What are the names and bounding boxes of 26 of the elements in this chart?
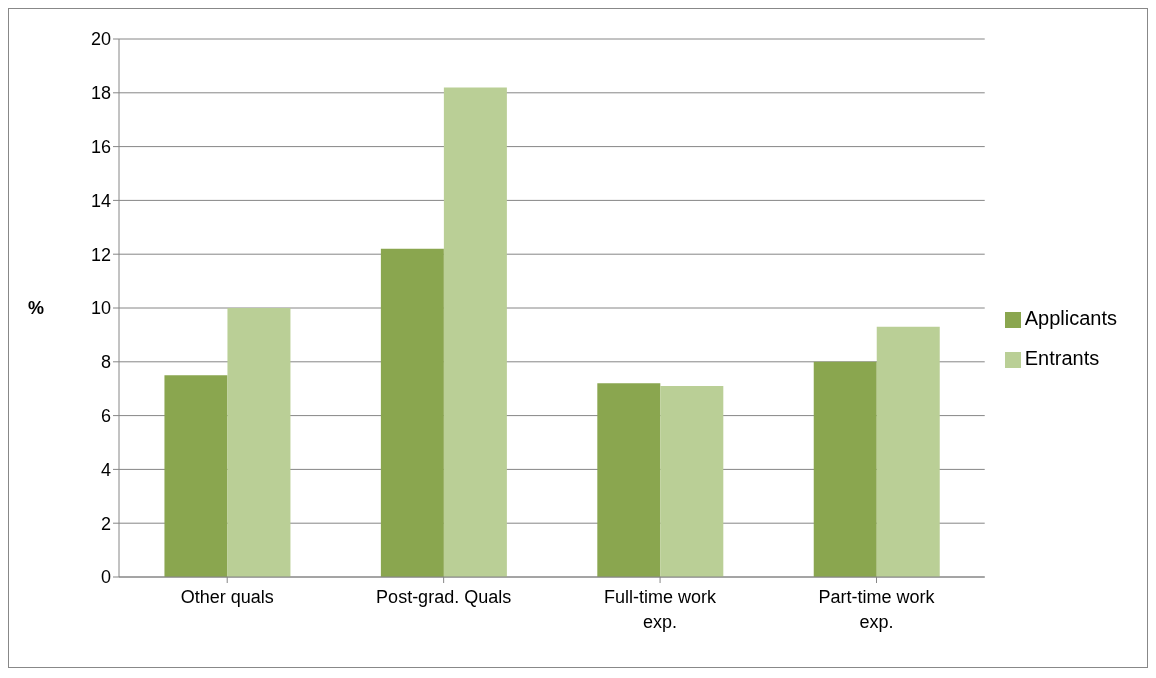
y-tick-label: 6	[100, 405, 111, 426]
y-tick-label: 20	[90, 29, 111, 50]
bar	[876, 326, 940, 577]
bar	[813, 361, 877, 577]
bar	[443, 87, 507, 577]
y-tick-label: 10	[90, 298, 111, 319]
bar	[164, 375, 228, 577]
y-tick-label: 4	[100, 459, 111, 480]
y-tick-label: 2	[100, 513, 111, 534]
y-tick-label: 8	[100, 352, 111, 373]
y-axis-title: %	[27, 298, 44, 319]
legend-label: Entrants	[1024, 347, 1100, 369]
legend-label: Applicants	[1024, 307, 1117, 329]
x-tick-label: Full-time work exp.	[604, 587, 718, 632]
y-tick-label: 14	[90, 190, 111, 211]
y-tick-label: 0	[100, 567, 111, 588]
x-tick-label: Part-time work exp.	[818, 587, 936, 632]
x-tick-label: Other quals	[180, 587, 274, 607]
y-tick-label: 12	[90, 244, 111, 265]
bar	[660, 386, 724, 577]
y-tick-label: 18	[90, 83, 111, 104]
x-tick-label: Post-grad. Quals	[376, 587, 512, 607]
bar	[380, 248, 444, 577]
bar	[597, 383, 661, 577]
y-tick-label: 16	[90, 136, 111, 157]
bar	[227, 308, 291, 577]
